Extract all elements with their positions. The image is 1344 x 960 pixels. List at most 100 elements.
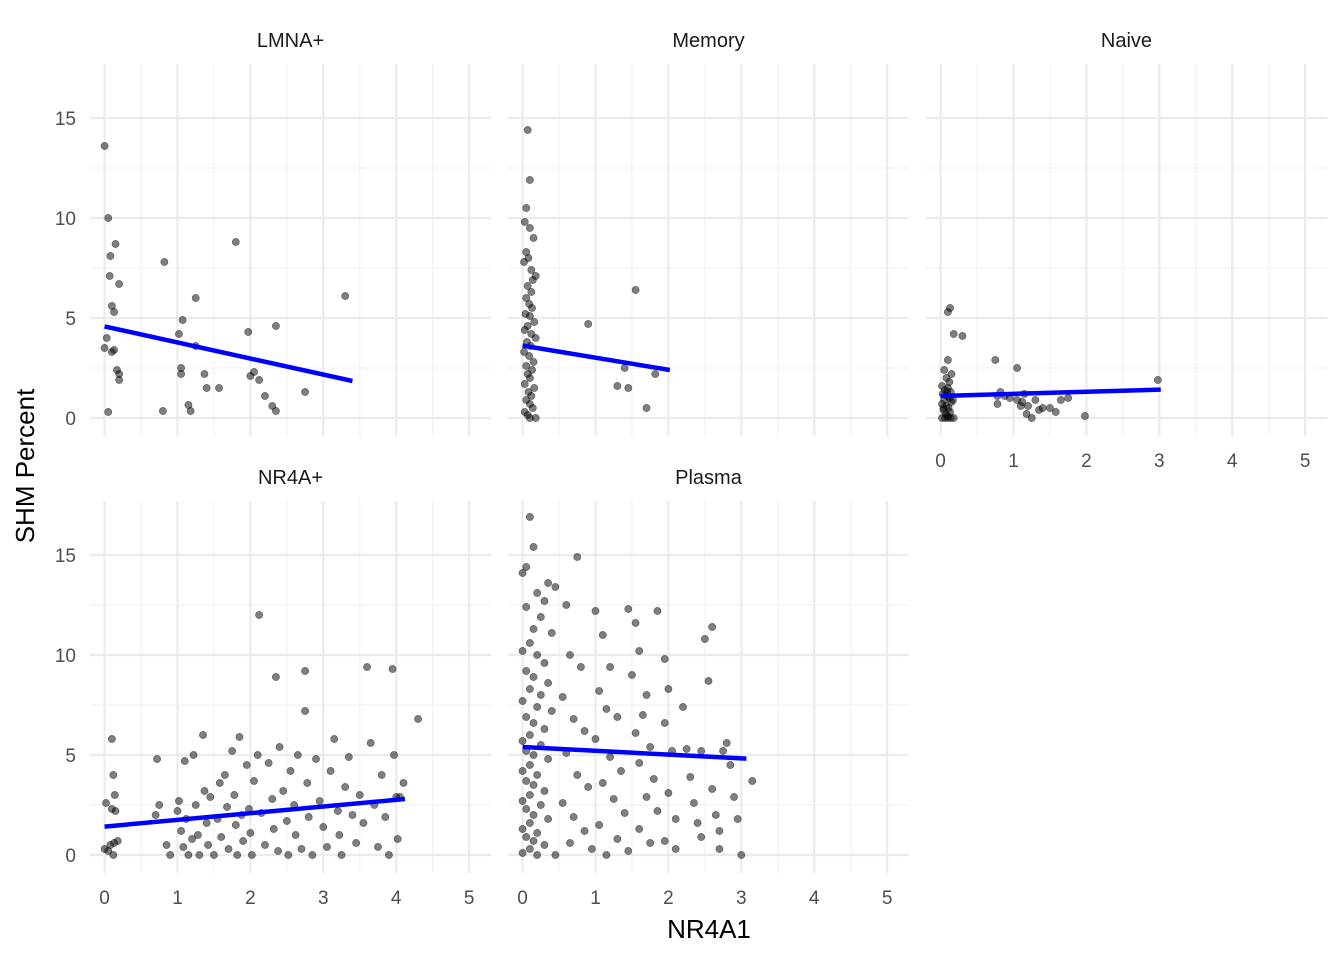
data-point — [529, 837, 538, 845]
data-point — [363, 663, 371, 671]
data-point — [194, 831, 202, 839]
data-point — [522, 603, 531, 611]
data-point — [390, 751, 398, 759]
data-point — [551, 851, 560, 859]
data-point — [540, 787, 549, 795]
data-point — [566, 839, 574, 847]
data-point — [224, 845, 233, 853]
data-point — [613, 382, 622, 390]
y-tick-label: 0 — [65, 409, 76, 430]
data-point — [642, 793, 651, 801]
data-point — [518, 825, 527, 833]
data-point — [308, 851, 317, 859]
data-point — [993, 400, 1002, 408]
y-tick-label: 15 — [55, 546, 76, 567]
data-point — [102, 334, 111, 342]
data-point — [529, 673, 538, 681]
data-point — [374, 843, 382, 851]
data-point — [533, 851, 542, 859]
data-point — [529, 543, 538, 551]
data-point — [708, 623, 717, 631]
x-tick-label: 5 — [882, 888, 893, 909]
data-point — [215, 384, 223, 392]
data-point — [540, 841, 549, 849]
x-tick-label: 3 — [1154, 451, 1165, 472]
data-point — [177, 827, 186, 835]
data-point — [525, 312, 534, 320]
data-point — [301, 707, 309, 715]
data-point — [529, 358, 538, 366]
data-point — [620, 364, 629, 372]
data-point — [255, 376, 264, 384]
data-point — [551, 583, 560, 591]
data-point — [284, 851, 293, 859]
data-point — [297, 845, 306, 853]
data-point — [104, 408, 113, 416]
data-point — [649, 775, 658, 783]
data-point — [217, 833, 226, 841]
data-point — [697, 747, 706, 755]
data-point — [1018, 398, 1027, 406]
data-point — [606, 753, 614, 761]
data-point — [722, 739, 731, 747]
data-point — [518, 849, 527, 857]
x-tick-label: 0 — [517, 888, 528, 909]
data-point — [522, 805, 531, 813]
data-point — [337, 851, 346, 859]
data-point — [606, 663, 614, 671]
data-point — [584, 320, 593, 328]
data-point — [533, 703, 542, 711]
data-point — [200, 370, 209, 378]
data-point — [388, 665, 397, 673]
data-point — [269, 825, 278, 833]
data-point — [115, 376, 124, 384]
data-point — [651, 370, 660, 378]
data-point — [595, 687, 604, 695]
fit-line — [522, 343, 671, 373]
data-point — [697, 833, 706, 841]
data-point — [520, 380, 529, 388]
data-point — [631, 729, 640, 737]
data-point — [315, 797, 324, 805]
x-tick-label: 3 — [736, 888, 747, 909]
data-point — [518, 569, 527, 577]
data-point — [671, 815, 680, 823]
data-point — [220, 771, 229, 779]
data-point — [529, 625, 538, 633]
data-point — [530, 384, 539, 392]
panel-label: Naive — [1101, 30, 1152, 52]
data-point — [569, 715, 578, 723]
data-point — [544, 679, 552, 687]
data-point — [533, 589, 542, 597]
data-point — [175, 330, 183, 338]
data-point — [268, 795, 277, 803]
data-point — [544, 815, 552, 823]
data-point — [195, 851, 204, 859]
data-point — [377, 771, 386, 779]
data-point — [529, 751, 538, 759]
data-point — [686, 773, 695, 781]
x-tick-label: 0 — [935, 451, 946, 472]
data-point — [175, 797, 183, 805]
data-point — [628, 671, 636, 679]
data-point — [264, 759, 273, 767]
data-point — [587, 845, 596, 853]
data-point — [250, 368, 258, 376]
data-point — [620, 809, 629, 817]
data-point — [202, 384, 211, 392]
y-tick-label: 0 — [65, 846, 76, 867]
panel-label: Memory — [672, 30, 744, 52]
data-point — [947, 370, 956, 378]
data-point — [527, 266, 536, 274]
data-point — [679, 703, 687, 711]
x-tick-label: 4 — [1227, 451, 1238, 472]
data-point — [558, 799, 567, 807]
data-point — [107, 735, 116, 743]
data-point — [366, 739, 375, 747]
data-point — [748, 777, 757, 785]
data-point — [293, 751, 302, 759]
data-point — [104, 214, 113, 222]
data-point — [529, 234, 538, 242]
data-point — [341, 292, 350, 300]
